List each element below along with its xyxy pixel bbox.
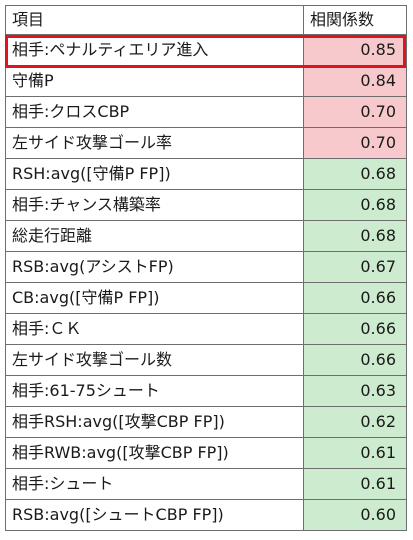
row-value: 0.60 bbox=[303, 499, 407, 531]
correlation-table: 項目 相関係数 相手:ペナルティエリア進入 0.85 守備P 0.84 相手:クロスCB… bbox=[5, 5, 407, 531]
row-item: CB:avg([守備P FP]) bbox=[5, 282, 304, 314]
table-row: RSB:avg(アシストFP) 0.67 bbox=[5, 251, 407, 283]
table-row: 左サイド攻撃ゴール率 0.70 bbox=[5, 127, 407, 159]
row-item: 相手:ペナルティエリア進入 bbox=[5, 34, 304, 66]
row-value: 0.85 bbox=[303, 34, 407, 66]
table-row: 相手:ＣＫ 0.66 bbox=[5, 313, 407, 345]
row-item: RSH:avg([守備P FP]) bbox=[5, 158, 304, 190]
row-value: 0.63 bbox=[303, 375, 407, 407]
row-value: 0.66 bbox=[303, 344, 407, 376]
table-row: 相手:ペナルティエリア進入 0.85 bbox=[5, 34, 407, 66]
row-value: 0.61 bbox=[303, 437, 407, 469]
row-value: 0.68 bbox=[303, 220, 407, 252]
table-row: 左サイド攻撃ゴール数 0.66 bbox=[5, 344, 407, 376]
table-row: RSH:avg([守備P FP]) 0.68 bbox=[5, 158, 407, 190]
row-item: 相手:ＣＫ bbox=[5, 313, 304, 345]
row-item: 左サイド攻撃ゴール率 bbox=[5, 127, 304, 159]
row-item: 相手:シュート bbox=[5, 468, 304, 500]
table-row: 相手:シュート 0.61 bbox=[5, 468, 407, 500]
table-row: 相手RSH:avg([攻撃CBP FP]) 0.62 bbox=[5, 406, 407, 438]
row-value: 0.84 bbox=[303, 65, 407, 97]
row-item: 相手RSH:avg([攻撃CBP FP]) bbox=[5, 406, 304, 438]
table-row: 相手:クロスCBP 0.70 bbox=[5, 96, 407, 128]
row-value: 0.62 bbox=[303, 406, 407, 438]
row-item: 総走行距離 bbox=[5, 220, 304, 252]
header-item: 項目 bbox=[5, 5, 304, 35]
row-value: 0.67 bbox=[303, 251, 407, 283]
row-item: 相手RWB:avg([攻撃CBP FP]) bbox=[5, 437, 304, 469]
table-row: CB:avg([守備P FP]) 0.66 bbox=[5, 282, 407, 314]
row-item: RSB:avg(アシストFP) bbox=[5, 251, 304, 283]
header-value: 相関係数 bbox=[303, 5, 407, 35]
row-item: 守備P bbox=[5, 65, 304, 97]
row-item: 相手:61-75シュート bbox=[5, 375, 304, 407]
row-value: 0.66 bbox=[303, 282, 407, 314]
table-row: RSB:avg([シュートCBP FP]) 0.60 bbox=[5, 499, 407, 531]
table-header-row: 項目 相関係数 bbox=[5, 5, 407, 35]
row-value: 0.70 bbox=[303, 127, 407, 159]
row-item: 相手:クロスCBP bbox=[5, 96, 304, 128]
row-value: 0.66 bbox=[303, 313, 407, 345]
table-row: 相手:チャンス構築率 0.68 bbox=[5, 189, 407, 221]
table-row: 総走行距離 0.68 bbox=[5, 220, 407, 252]
row-value: 0.68 bbox=[303, 189, 407, 221]
row-item: 相手:チャンス構築率 bbox=[5, 189, 304, 221]
table-row: 相手RWB:avg([攻撃CBP FP]) 0.61 bbox=[5, 437, 407, 469]
row-value: 0.68 bbox=[303, 158, 407, 190]
row-value: 0.70 bbox=[303, 96, 407, 128]
row-item: 左サイド攻撃ゴール数 bbox=[5, 344, 304, 376]
row-item: RSB:avg([シュートCBP FP]) bbox=[5, 499, 304, 531]
table-body: 項目 相関係数 相手:ペナルティエリア進入 0.85 守備P 0.84 相手:クロスCB… bbox=[5, 5, 407, 531]
table-row: 守備P 0.84 bbox=[5, 65, 407, 97]
table-row: 相手:61-75シュート 0.63 bbox=[5, 375, 407, 407]
row-value: 0.61 bbox=[303, 468, 407, 500]
